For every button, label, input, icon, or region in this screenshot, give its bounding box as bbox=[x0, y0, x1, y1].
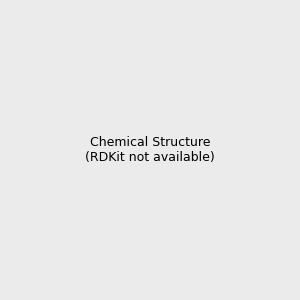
Text: Chemical Structure
(RDKit not available): Chemical Structure (RDKit not available) bbox=[85, 136, 215, 164]
